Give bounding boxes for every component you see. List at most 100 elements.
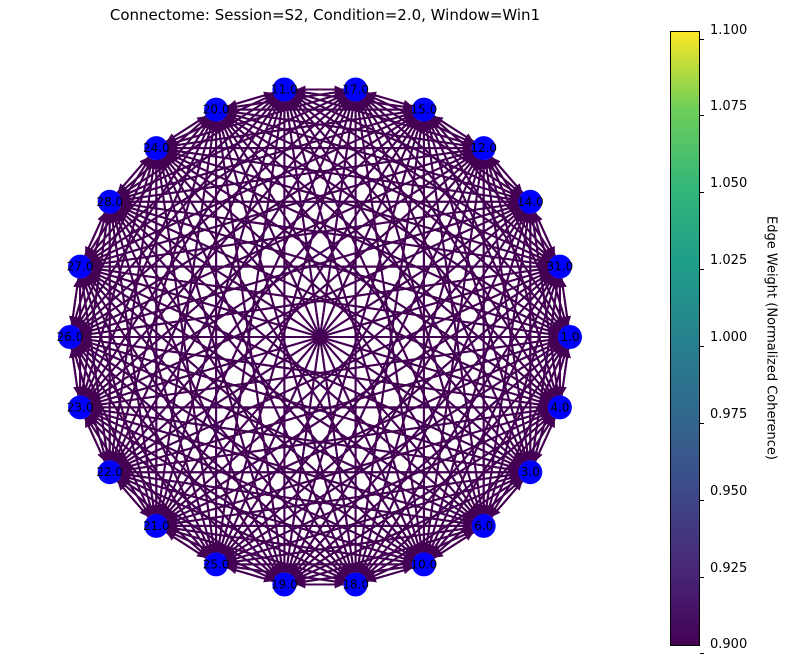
node-label: 24.0 — [143, 141, 170, 155]
graph-edge — [227, 112, 520, 200]
graph-edge — [121, 408, 549, 474]
graph-edge — [226, 411, 550, 561]
node-layer: 1.0 31.0 14.0 12.0 15.0 17.0 11.0 20.0 24.0 28.0 2… — [57, 77, 582, 597]
graph-edge — [160, 100, 352, 516]
graph-edge — [121, 471, 472, 526]
graph-node — [68, 254, 93, 279]
graph-edge — [111, 213, 214, 554]
graph-node — [97, 460, 122, 485]
graph-edge — [91, 268, 549, 406]
node-label: 4.0 — [550, 400, 569, 414]
graph-node — [518, 460, 543, 485]
graph-edge — [487, 158, 566, 327]
colorbar-tick: 0.900 — [700, 637, 747, 660]
graph-edge — [422, 121, 483, 515]
graph-edge — [120, 474, 413, 562]
graph-edge — [363, 414, 552, 578]
colorbar-tick: 1.025 — [700, 253, 747, 276]
graph-edge — [357, 100, 482, 515]
graph-edge — [484, 213, 532, 515]
graph-edge — [80, 341, 474, 522]
graph-edge — [427, 277, 556, 554]
graph-edge — [295, 528, 473, 583]
graph-edge — [167, 91, 345, 146]
colorbar-tick: 0.975 — [700, 407, 747, 430]
graph-node — [547, 395, 572, 420]
graph-edge — [288, 100, 480, 516]
graph-edge — [168, 472, 519, 527]
colorbar-tick: 1.050 — [700, 176, 747, 199]
graph-edge — [116, 118, 417, 464]
graph-edge — [90, 411, 414, 561]
node-label: 22.0 — [96, 465, 123, 479]
graph-edge — [362, 345, 563, 577]
graph-node — [343, 572, 368, 597]
graph-node — [144, 136, 169, 161]
edge-layer — [69, 85, 571, 589]
graph-edge — [89, 272, 475, 521]
graph-edge — [365, 477, 521, 579]
graph-edge — [120, 476, 346, 581]
graph-node — [272, 77, 297, 102]
graph-edge — [120, 205, 550, 404]
graph-edge — [81, 336, 549, 407]
graph-edge — [361, 99, 555, 398]
connectome-graph: 1.0 31.0 14.0 12.0 15.0 17.0 11.0 20.0 24.0 28.0 2… — [57, 77, 582, 597]
graph-edge — [430, 118, 553, 259]
graph-edge — [88, 273, 416, 558]
graph-node — [272, 572, 297, 597]
node-label: 19.0 — [271, 578, 298, 592]
graph-edge — [223, 210, 524, 556]
colorbar-tick: 1.000 — [700, 330, 747, 353]
graph-edge — [81, 203, 520, 335]
node-label: 25.0 — [203, 557, 230, 571]
graph-edge — [120, 204, 559, 335]
graph-edge — [120, 339, 559, 470]
graph-edge — [167, 527, 345, 583]
node-label: 28.0 — [96, 195, 123, 209]
graph-edge — [215, 121, 284, 573]
graph-edge — [91, 406, 519, 472]
graph-edge — [362, 97, 563, 329]
colorbar-label: Edge Weight (Normalized Coherence) — [763, 216, 779, 460]
graph-node — [204, 552, 229, 577]
graph-edge — [359, 100, 527, 462]
graph-edge — [294, 476, 520, 581]
graph-node — [204, 97, 229, 122]
graph-edge — [87, 118, 210, 259]
graph-edge — [87, 415, 210, 556]
graph-edge — [224, 116, 552, 401]
graph-node — [411, 97, 436, 122]
graph-edge — [164, 155, 522, 466]
graph-edge — [560, 348, 571, 396]
node-label: 18.0 — [342, 578, 369, 592]
node-label: 21.0 — [143, 519, 170, 533]
graph-edge — [482, 159, 530, 461]
colorbar-tick: 1.100 — [700, 23, 747, 46]
graph-edge — [158, 159, 282, 574]
node-label: 11.0 — [271, 83, 298, 97]
graph-edge — [218, 120, 354, 574]
graph-edge — [108, 213, 156, 515]
graph-edge — [216, 101, 286, 553]
graph-edge — [485, 159, 558, 397]
node-label: 20.0 — [203, 103, 230, 117]
graph-edge — [425, 120, 528, 461]
graph-edge — [365, 95, 521, 197]
graph-edge — [293, 413, 551, 579]
graph-node — [547, 254, 572, 279]
graph-edge — [89, 95, 347, 261]
graph-edge — [110, 159, 158, 461]
graph-node — [68, 395, 93, 420]
node-label: 26.0 — [57, 330, 84, 344]
graph-edge — [286, 100, 422, 554]
graph-node — [343, 77, 368, 102]
graph-node — [471, 136, 496, 161]
graph-edge — [227, 526, 472, 566]
graph-edge — [531, 278, 561, 461]
graph-edge — [74, 158, 153, 327]
node-label: 31.0 — [547, 260, 574, 274]
graph-edge — [89, 413, 347, 579]
graph-edge — [430, 415, 553, 556]
graph-edge — [120, 111, 413, 200]
